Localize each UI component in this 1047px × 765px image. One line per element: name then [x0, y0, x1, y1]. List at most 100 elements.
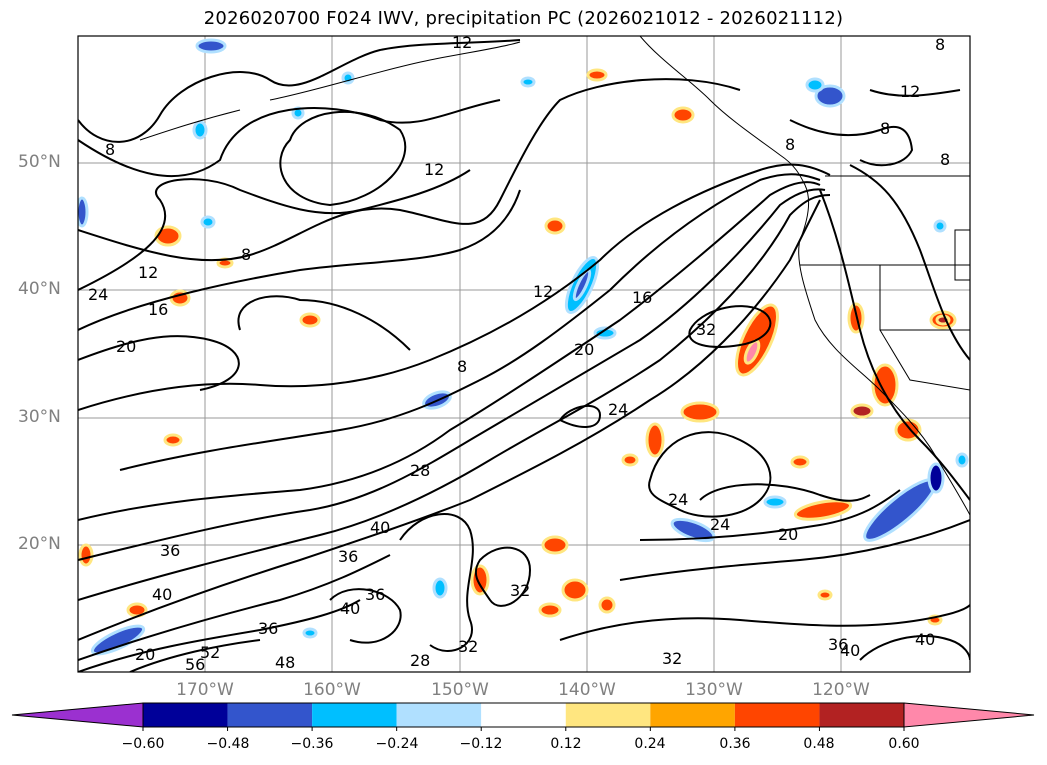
precip-patch — [790, 455, 810, 469]
lat-label-30n: 30°N — [18, 407, 61, 427]
precip-patch — [680, 401, 720, 423]
contour-label: 12 — [900, 82, 920, 101]
contour-label: 8 — [785, 135, 795, 154]
contour-label: 16 — [632, 288, 652, 307]
contour-labels: 12 8 12 8 8 12 24 12 16 20 16 20 8 12 32… — [88, 33, 950, 672]
contour-line — [78, 554, 391, 661]
iwv-contours — [78, 39, 970, 672]
border — [879, 265, 970, 331]
precip-patch — [805, 77, 825, 93]
precip-patch — [927, 462, 945, 494]
lon-label-150w: 150°W — [431, 680, 489, 700]
precip-patch — [671, 106, 695, 124]
precip-patch — [78, 196, 89, 228]
contour-label: 20 — [574, 340, 594, 359]
colorbar-tick: −0.24 — [375, 736, 419, 752]
lon-label-120w: 120°W — [812, 680, 870, 700]
precip-patch — [850, 403, 874, 419]
colorbar-segment — [227, 703, 313, 727]
lon-label-130w: 130°W — [685, 680, 743, 700]
coastlines — [139, 36, 970, 516]
contour-line — [329, 588, 402, 644]
colorbar-tick: −0.36 — [290, 736, 334, 752]
lon-label-170w: 170°W — [176, 680, 234, 700]
precip-patch — [432, 577, 448, 599]
precip-patch — [598, 596, 616, 614]
colorbar-tick: 0.24 — [634, 736, 666, 752]
contour-line — [859, 635, 970, 661]
precip-patch — [871, 363, 899, 407]
precip-patch — [154, 225, 182, 247]
contour-line — [474, 546, 532, 607]
contour-line — [119, 173, 821, 471]
contour-label: 36 — [828, 635, 848, 654]
colorbar-segment — [734, 703, 820, 727]
contour-line — [78, 99, 501, 178]
precip-patch — [520, 76, 536, 88]
colorbar-tick: 0.12 — [550, 736, 582, 752]
precip-patch — [847, 302, 865, 334]
contour-label: 48 — [275, 653, 295, 672]
coastline — [639, 36, 970, 516]
contour-label: 12 — [533, 282, 553, 301]
colorbar-segment — [143, 703, 228, 727]
contour-label: 12 — [138, 263, 158, 282]
precip-patch — [743, 339, 761, 365]
contour-line — [78, 188, 826, 561]
colorbar — [11, 702, 1035, 731]
precip-patch — [541, 535, 569, 555]
precip-patch — [90, 624, 146, 656]
contour-line — [558, 405, 602, 428]
contour-line — [399, 513, 474, 652]
contour-line — [78, 169, 471, 291]
lat-label-40n: 40°N — [18, 279, 61, 299]
contour-line — [78, 189, 521, 331]
contour-line — [648, 431, 772, 518]
contour-label: 12 — [452, 33, 472, 52]
precip-patch — [544, 217, 566, 235]
contour-label: 20 — [135, 645, 155, 664]
precip-patch — [572, 268, 592, 302]
precip-patch — [763, 495, 787, 509]
contour-line — [279, 110, 407, 207]
contour-line — [78, 78, 741, 262]
contour-label: 32 — [662, 649, 682, 668]
precip-patch — [933, 219, 947, 233]
contour-line — [619, 519, 970, 581]
contour-label: 24 — [608, 400, 628, 419]
colorbar-tick: −0.48 — [206, 736, 250, 752]
contour-label: 8 — [880, 119, 890, 138]
precip-patch — [817, 589, 833, 601]
contour-label: 8 — [241, 245, 251, 264]
contour-label: 16 — [148, 300, 168, 319]
contour-line — [78, 39, 521, 143]
contour-line — [688, 305, 772, 348]
colorbar-tick: −0.60 — [121, 736, 165, 752]
contour-label: 36 — [160, 541, 180, 560]
contour-label: 52 — [200, 643, 220, 662]
colorbar-segment — [396, 703, 482, 727]
coastline — [139, 109, 241, 141]
contour-label: 32 — [510, 581, 530, 600]
contour-label: 40 — [370, 518, 390, 537]
precip-negative-patches — [78, 38, 969, 656]
contour-label: 12 — [424, 160, 444, 179]
lon-label-160w: 160°W — [303, 680, 361, 700]
precip-positive-patches — [78, 68, 957, 626]
contour-line — [78, 599, 361, 672]
contour-label: 24 — [88, 285, 108, 304]
map-title: 2026020700 F024 IWV, precipitation PC (2… — [203, 8, 844, 29]
colorbar-segment — [819, 703, 904, 727]
precip-patch — [200, 215, 216, 229]
precip-patch — [341, 71, 355, 85]
border — [879, 329, 970, 391]
lon-label-140w: 140°W — [558, 680, 616, 700]
contour-label: 24 — [668, 490, 688, 509]
colorbar-tick: 0.36 — [719, 736, 751, 752]
contour-label: 20 — [778, 525, 798, 544]
contour-label: 40 — [915, 630, 935, 649]
contour-label: 36 — [338, 547, 358, 566]
contour-label: 28 — [410, 651, 430, 670]
precip-patch — [793, 499, 853, 521]
